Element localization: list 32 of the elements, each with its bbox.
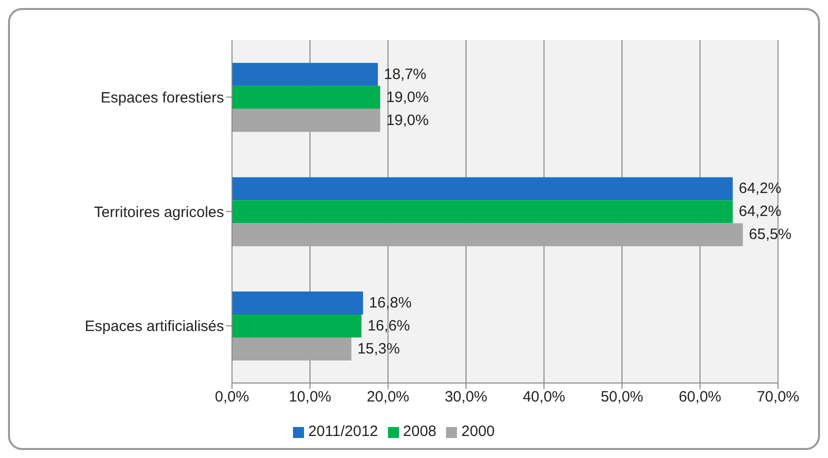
bar — [232, 86, 380, 109]
bar — [232, 200, 733, 224]
legend-label: 2011/2012 — [308, 423, 378, 440]
bar — [232, 338, 352, 361]
legend-label: 2008 — [403, 423, 436, 440]
data-label: 64,2% — [738, 180, 782, 198]
data-label: 16,6% — [367, 318, 410, 335]
bar — [232, 62, 378, 86]
x-tick-label: 0,0% — [214, 388, 250, 406]
data-label: 19,0% — [386, 112, 429, 129]
bar — [232, 177, 733, 200]
x-tick-label: 20,0% — [366, 388, 410, 406]
data-label: 18,7% — [384, 66, 426, 83]
y-tick-label: Espaces artificialisés — [84, 318, 224, 336]
x-tick-label: 10,0% — [288, 388, 332, 406]
data-label: 15,3% — [357, 340, 400, 358]
x-tick-label: 40,0% — [522, 388, 566, 406]
data-label: 16,8% — [369, 294, 412, 312]
legend-label: 2000 — [461, 423, 495, 440]
data-label: 65,5% — [748, 226, 792, 244]
x-tick-label: 50,0% — [600, 388, 644, 406]
bar — [232, 108, 380, 132]
y-tick-label: Territoires agricoles — [94, 204, 224, 221]
y-tick-label: Espaces forestiers — [100, 89, 224, 106]
x-tick-label: 70,0% — [756, 388, 800, 406]
bar — [232, 223, 743, 246]
bar — [232, 314, 362, 338]
bar — [232, 292, 364, 315]
data-label: 64,2% — [738, 203, 782, 220]
x-tick-label: 60,0% — [678, 388, 722, 406]
data-label: 19,0% — [386, 88, 429, 106]
x-tick-label: 30,0% — [444, 388, 488, 406]
